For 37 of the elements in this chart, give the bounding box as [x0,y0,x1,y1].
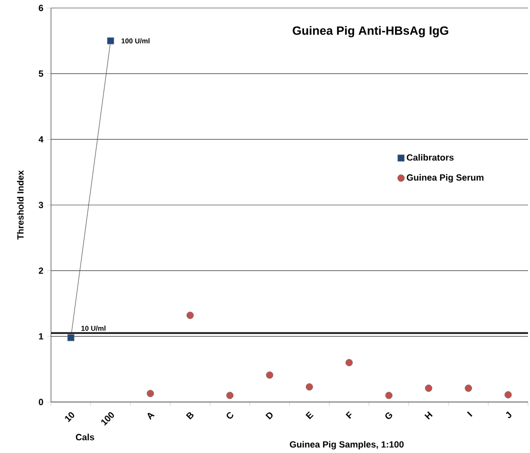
x-tick-label: G [385,412,392,420]
point [306,383,313,390]
x-tick-label: E [306,411,314,420]
point [266,371,274,379]
x-tick-label: F [346,411,352,419]
legend-label: Calibrators [406,154,454,161]
point [385,392,392,400]
y-tick-label: 4 [38,136,44,142]
y-tick-label: 6 [38,4,44,12]
point [346,359,353,366]
y-tick-label: 5 [38,70,44,77]
x-tick-label: H [424,411,433,420]
x-tick-label: J [506,411,512,418]
point [425,384,432,392]
point [226,392,234,400]
x-axis-title: Guinea Pig Samples, 1:100 [290,440,404,450]
y-tick-label: 3 [38,202,44,208]
point [186,312,194,319]
text: Guinea Pig Anti-HBsAg IgG [292,26,448,38]
x-tick-label: 10 [65,412,74,422]
point [146,390,154,398]
point [107,37,114,44]
point [504,391,512,398]
point [67,334,74,342]
y-axis-title: Threshold Index [17,170,24,240]
y-tick-label: 2 [38,268,44,274]
y-tick-label: 1 [39,333,44,340]
legend-label: Guinea Pig Serum [406,174,484,182]
x-tick-label: A [148,412,155,420]
x-tick-label: I [467,411,472,417]
x-tick-label: B [186,412,194,420]
point [464,384,472,392]
x-tick-label: 100 [101,412,114,426]
x-tick-label: D [265,412,273,420]
y-tick-label: 0 [38,398,44,406]
x-tick-label: C [226,412,234,419]
text: Cals [76,434,94,440]
